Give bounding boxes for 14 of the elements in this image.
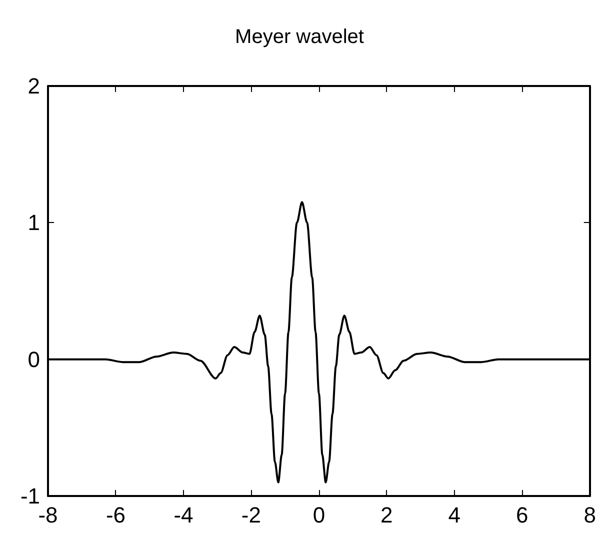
x-tick-label: -6 (106, 502, 126, 528)
x-tick-label: 2 (380, 502, 393, 528)
x-tick-label: -4 (174, 502, 194, 528)
y-tick-label: 2 (28, 74, 40, 98)
x-tick-label: -2 (241, 502, 261, 528)
y-tick-label: -1 (20, 484, 40, 508)
y-tick-label: 0 (28, 346, 40, 372)
x-tick-label: 4 (448, 502, 461, 528)
x-tick-label: 6 (516, 502, 528, 528)
x-tick-label: 8 (584, 502, 596, 528)
y-tick-label: 1 (28, 210, 40, 236)
x-tick-label: -8 (38, 502, 58, 528)
x-tick-label: 0 (312, 502, 326, 528)
chart-title: Meyer wavelet (235, 26, 364, 48)
